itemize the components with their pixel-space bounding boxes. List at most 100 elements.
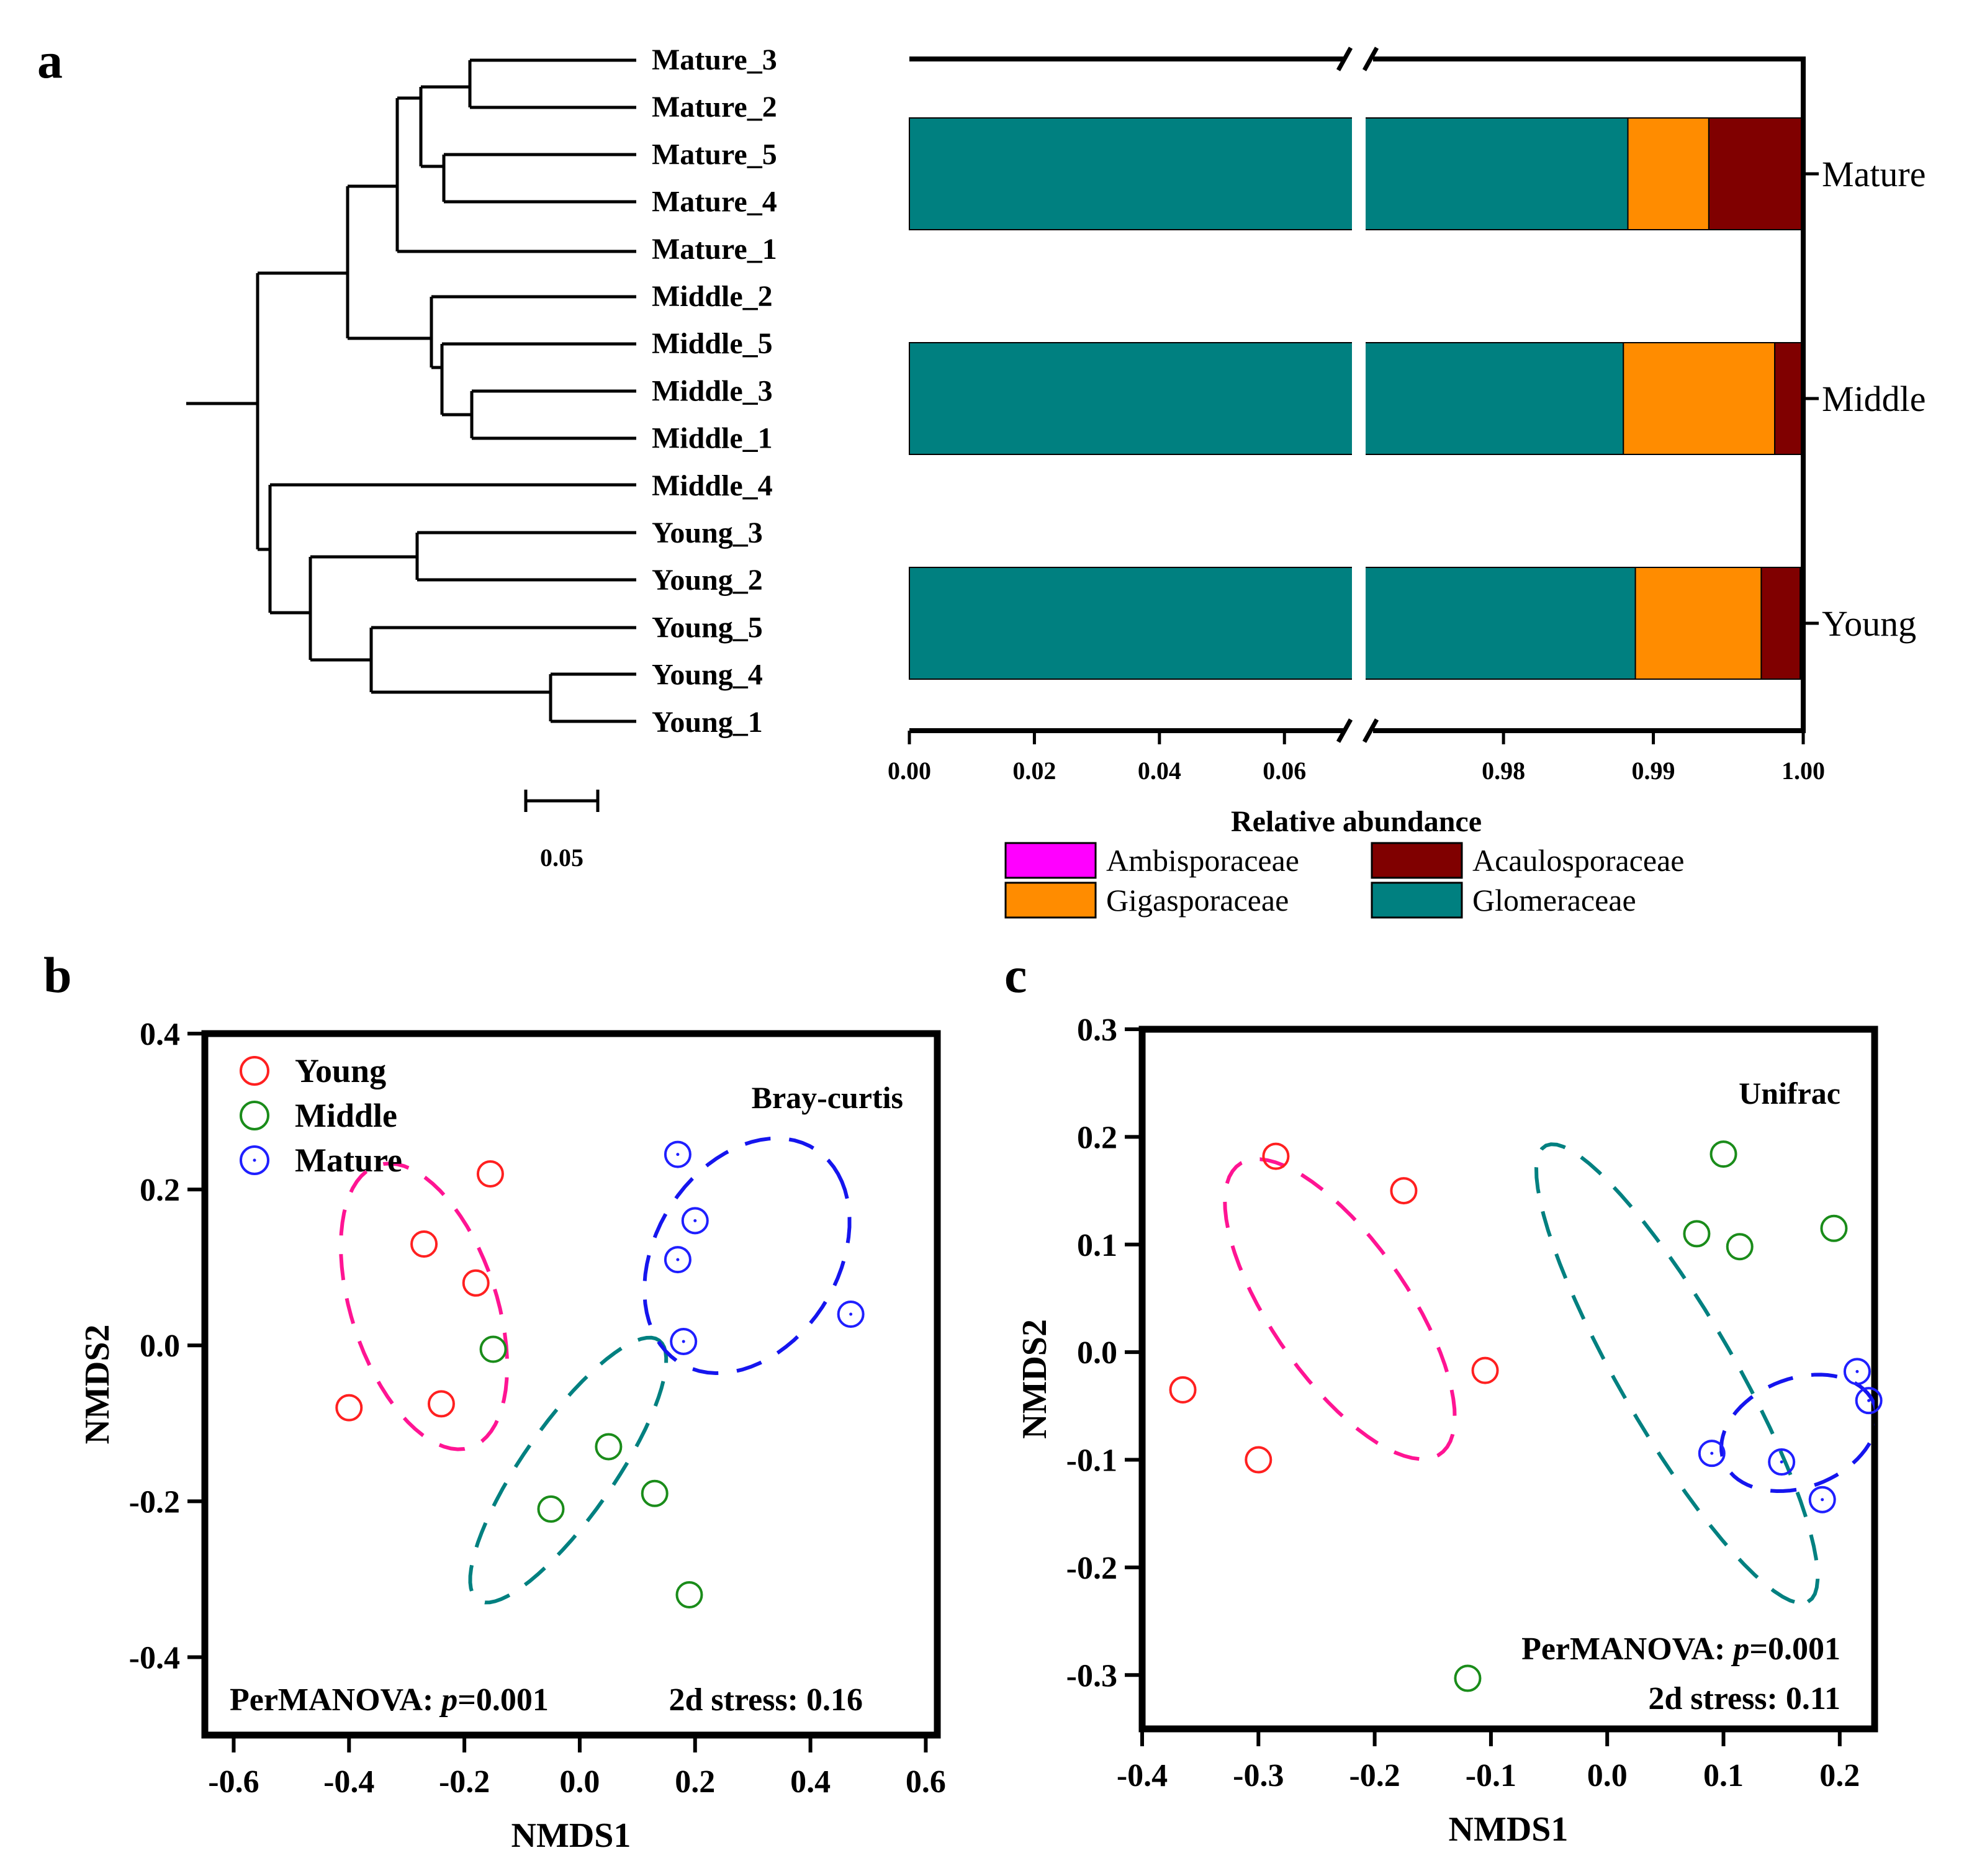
group-ellipse — [339, 1161, 510, 1451]
leaf-label: Young_3 — [652, 516, 763, 549]
data-point — [1169, 1376, 1197, 1404]
scale-bar-label: 0.05 — [540, 844, 583, 872]
category-label: Middle — [1822, 379, 1926, 419]
legend-marker — [240, 1056, 269, 1086]
scale-bar — [524, 790, 600, 812]
x-axis-label: Relative abundance — [1231, 805, 1482, 838]
data-point — [1683, 1220, 1711, 1248]
bar-segment — [909, 117, 1629, 230]
x-tick-label: 0.1 — [1703, 1758, 1744, 1793]
group-ellipse — [1534, 1142, 1820, 1605]
y-tick-label: 0.2 — [140, 1173, 180, 1208]
data-point — [1855, 1387, 1883, 1415]
data-point-dot — [676, 1258, 680, 1261]
dendrogram — [186, 58, 636, 723]
legend-label: Middle — [295, 1097, 397, 1134]
data-point — [1454, 1664, 1482, 1692]
x-tick-label: 0.06 — [1263, 757, 1306, 785]
x-tick-label: -0.1 — [1466, 1758, 1516, 1793]
data-point — [476, 1160, 504, 1188]
bar-segment — [1774, 342, 1803, 455]
x-tick-label: 0.04 — [1138, 757, 1181, 785]
y-axis-label: NMDS2 — [1016, 1319, 1054, 1439]
x-axis-label: NMDS1 — [1449, 1810, 1569, 1849]
data-point-dot — [682, 1340, 685, 1343]
x-tick-label: -0.4 — [1117, 1758, 1168, 1793]
data-point — [1262, 1142, 1290, 1170]
y-tick-label: -0.2 — [1066, 1551, 1117, 1586]
stacked-bar-chart: Mature Middle Young 0.00 0.02 0.04 0.06 0.98 0.9… — [888, 47, 1926, 838]
bar-segment — [909, 342, 1624, 455]
bar-segment — [1760, 567, 1801, 680]
data-point-dot — [676, 1153, 680, 1157]
plot-frame — [1138, 1026, 1878, 1733]
nmds-bray-curtis-plot: -0.6 -0.4 -0.2 0.0 0.2 0.4 0.6 0.4 0.2 0.0 -0.2 -0.… — [78, 1017, 946, 1855]
plot-frame — [201, 1030, 941, 1739]
data-point — [1820, 1214, 1848, 1242]
permanova-annotation: PerMANOVA: p=0.001 — [230, 1682, 549, 1718]
leaf-label: Mature_2 — [652, 91, 777, 124]
data-point — [427, 1390, 455, 1418]
panel-a-label: a — [37, 32, 63, 89]
break-mark — [1362, 718, 1379, 743]
bar-segment — [1623, 342, 1776, 455]
data-point — [1726, 1233, 1754, 1261]
leaf-label: Mature_4 — [652, 186, 777, 219]
x-tick-label: -0.2 — [439, 1764, 490, 1800]
legend-swatch — [1004, 842, 1097, 879]
bar-legend: Ambisporaceae Acaulosporaceae Gigasporacea… — [1004, 842, 1684, 919]
x-tick-label: 0.99 — [1632, 757, 1675, 785]
x-tick-label: 0.2 — [675, 1764, 715, 1800]
data-point — [410, 1230, 438, 1258]
data-point — [1471, 1356, 1499, 1384]
data-point — [537, 1495, 565, 1523]
x-axis-label: NMDS1 — [511, 1816, 631, 1855]
legend-label: Acaulosporaceae — [1472, 843, 1684, 878]
y-tick-label: -0.1 — [1066, 1443, 1117, 1479]
leaf-label: Middle_4 — [652, 469, 773, 502]
category-label: Mature — [1822, 154, 1926, 194]
x-tick-label: -0.6 — [208, 1764, 259, 1800]
data-point — [1245, 1446, 1273, 1474]
leaf-label: Young_5 — [652, 611, 763, 644]
leaf-label: Young_1 — [652, 706, 763, 739]
data-point — [641, 1479, 669, 1507]
leaf-label: Mature_5 — [652, 138, 777, 171]
leaf-label: Mature_3 — [652, 43, 777, 76]
x-tick-label: -0.2 — [1349, 1758, 1400, 1793]
data-point — [595, 1433, 623, 1461]
break-mark — [1362, 47, 1379, 71]
data-point — [675, 1581, 703, 1608]
y-tick-label: 0.4 — [140, 1017, 180, 1052]
stress-annotation: 2d stress: 0.16 — [669, 1682, 863, 1718]
legend-label: Mature — [295, 1142, 402, 1179]
category-label: Young — [1822, 603, 1916, 644]
nmds-unifrac-plot: -0.4 -0.3 -0.2 -0.1 0.0 0.1 0.2 0.3 0.2 0.1 0.0 -0.… — [1016, 1012, 1883, 1849]
y-tick-label: -0.2 — [129, 1484, 180, 1520]
group-ellipse — [468, 1335, 669, 1605]
legend-label: Gigasporaceae — [1106, 883, 1289, 918]
group-ellipse — [1223, 1157, 1457, 1461]
data-point — [681, 1207, 709, 1235]
x-tick-label: 0.6 — [906, 1764, 946, 1800]
data-point — [1698, 1440, 1726, 1468]
data-point — [670, 1327, 698, 1355]
x-tick-label: 0.98 — [1482, 757, 1525, 785]
data-point — [1843, 1358, 1871, 1386]
plot-title: Bray-curtis — [752, 1080, 903, 1115]
leaf-label: Young_4 — [652, 659, 763, 692]
y-tick-label: -0.4 — [129, 1640, 180, 1675]
x-tick-label: 0.02 — [1012, 757, 1056, 785]
leaf-label: Middle_5 — [652, 327, 773, 360]
bar-segment — [1634, 567, 1762, 680]
break-mark — [1336, 47, 1353, 71]
panel-b-label: b — [43, 947, 72, 1003]
data-point-dot — [1855, 1369, 1859, 1373]
dendrogram-branches — [186, 58, 636, 723]
bar-frame — [909, 56, 1806, 733]
stress-annotation: 2d stress: 0.11 — [1648, 1681, 1840, 1716]
y-tick-label: 0.3 — [1077, 1012, 1117, 1048]
data-point — [664, 1246, 691, 1274]
dendrogram-labels: Mature_3 Mature_2 Mature_5 Mature_4 Mature_1… — [652, 43, 777, 739]
